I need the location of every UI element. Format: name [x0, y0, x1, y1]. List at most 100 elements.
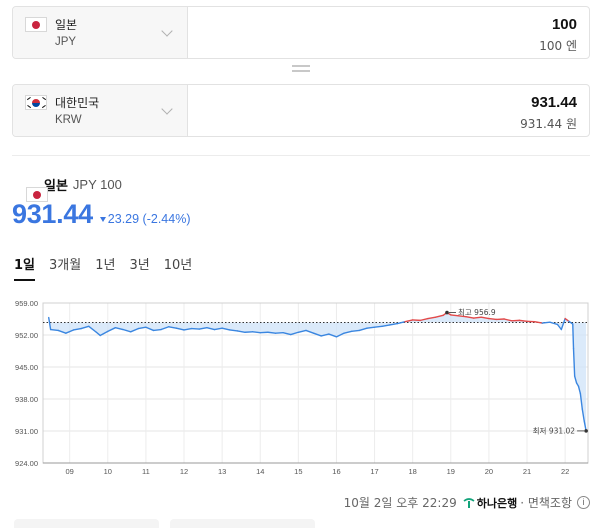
series-line-segment: [305, 329, 315, 334]
series-line-segment: [206, 326, 216, 331]
from-amount-text: 100 엔: [539, 39, 577, 53]
x-tick-label: 11: [142, 467, 150, 476]
info-icon[interactable]: i: [577, 496, 590, 509]
to-currency-code: KRW: [55, 114, 82, 126]
y-tick-label: 952.00: [15, 331, 38, 340]
series-line-segment: [450, 314, 460, 317]
rate-title: 일본 JPY 100: [14, 175, 122, 202]
series-line-segment: [183, 327, 193, 331]
series-line-segment: [343, 330, 353, 334]
tab-1y[interactable]: 1년: [95, 258, 116, 273]
from-currency-code: JPY: [55, 36, 77, 48]
tab-3m[interactable]: 3개월: [49, 258, 82, 273]
from-currency-select[interactable]: 일본 JPY: [13, 7, 188, 58]
series-line-segment: [572, 323, 575, 350]
series-line-segment: [434, 314, 444, 318]
series-line-segment: [373, 325, 383, 328]
series-line-segment: [457, 315, 467, 318]
x-tick-label: 14: [256, 467, 264, 476]
korea-flag-icon: [25, 95, 47, 110]
y-tick-label: 938.00: [15, 395, 38, 404]
series-line-segment: [472, 316, 482, 319]
series-line-segment: [198, 326, 208, 330]
area-fill: [48, 312, 587, 431]
series-line-segment: [577, 385, 582, 395]
x-tick-label: 10: [104, 467, 112, 476]
series-line-segment: [88, 325, 98, 333]
series-line-segment: [80, 325, 90, 330]
from-amount-input[interactable]: 100 100 엔: [188, 7, 589, 58]
series-line-segment: [107, 326, 117, 333]
series-line-segment: [581, 408, 585, 422]
series-line-segment: [488, 317, 498, 321]
to-currency-select[interactable]: 대한민국 KRW: [13, 85, 188, 136]
tab-3y[interactable]: 3년: [129, 258, 150, 273]
series-line-segment: [389, 322, 399, 326]
series-line-segment: [290, 331, 300, 336]
japan-flag-icon: [26, 187, 48, 202]
down-triangle-icon: [99, 217, 106, 223]
series-line-segment: [229, 329, 239, 332]
series-line-segment: [282, 332, 292, 336]
series-line-segment: [358, 327, 368, 332]
series-line-segment: [236, 330, 246, 333]
series-line-segment: [312, 332, 322, 337]
series-line-segment: [541, 321, 551, 324]
tab-1d[interactable]: 1일: [14, 254, 36, 281]
series-line-segment: [335, 332, 345, 338]
series-line-segment: [465, 316, 475, 319]
series-line-segment: [251, 331, 261, 334]
from-country-name: 일본: [55, 18, 78, 32]
summary-country: 일본: [44, 179, 68, 194]
rate-display: 931.44 23.29 (-2.44%): [12, 199, 190, 230]
japan-flag-icon: [25, 17, 47, 32]
series-line-segment: [48, 316, 52, 331]
series-line-segment: [366, 326, 376, 329]
series-line-segment: [122, 328, 132, 333]
x-tick-label: 17: [370, 467, 378, 476]
chevron-down-icon: [161, 103, 173, 115]
chart-svg: 959.00 952.00 945.00 938.00 931.00 924.00 09 10…: [15, 299, 589, 476]
series-line-segment: [95, 331, 101, 337]
series-line-segment: [518, 319, 528, 322]
series-line-segment: [297, 329, 307, 333]
series-line-segment: [381, 324, 391, 328]
series-line-segment: [419, 317, 429, 322]
bottom-card: [14, 519, 159, 528]
series-line-segment: [328, 333, 338, 338]
equals-icon: [292, 65, 310, 75]
x-tick-label: 15: [294, 467, 302, 476]
series-line-segment: [145, 326, 155, 332]
series-line-segment: [129, 327, 139, 333]
tab-10y[interactable]: 10년: [163, 258, 193, 273]
to-amount-input[interactable]: 931.44 931.44 원: [188, 85, 589, 136]
rate-change-value: 23.29 (-2.44%): [107, 212, 191, 226]
period-tabs: 1일 3개월 1년 3년 10년: [14, 254, 206, 281]
series-line-segment: [114, 326, 124, 331]
y-tick-label: 945.00: [15, 363, 38, 372]
to-amount-value: 931.44: [531, 94, 577, 111]
series-line-segment: [549, 321, 559, 326]
to-currency-row: 대한민국 KRW 931.44 931.44 원: [12, 84, 590, 137]
disclaimer-link[interactable]: · 면책조항: [520, 496, 572, 510]
series-line-segment: [160, 326, 170, 331]
section-divider: [12, 155, 590, 156]
hana-bank-icon: [463, 497, 475, 508]
series-line-segment: [568, 320, 574, 325]
from-amount-value: 100: [551, 16, 577, 33]
series-line-segment: [480, 316, 490, 320]
bank-source[interactable]: 하나은행: [463, 495, 517, 511]
series-line-segment: [351, 329, 361, 333]
series-line-segment: [168, 326, 178, 329]
series-line-segment: [560, 317, 566, 331]
series-line-segment: [503, 318, 513, 322]
series-line-segment: [564, 317, 570, 322]
chevron-down-icon: [161, 25, 173, 37]
low-label: 최저 931.02: [533, 425, 576, 435]
bottom-card: [170, 519, 315, 528]
series-line-segment: [267, 331, 277, 334]
from-currency-row: 일본 JPY 100 100 엔: [12, 6, 590, 59]
exchange-rate-chart[interactable]: 959.00 952.00 945.00 938.00 931.00 924.00 09 10…: [0, 295, 600, 480]
series-line-segment: [533, 321, 543, 324]
y-tick-label: 931.00: [15, 427, 38, 436]
